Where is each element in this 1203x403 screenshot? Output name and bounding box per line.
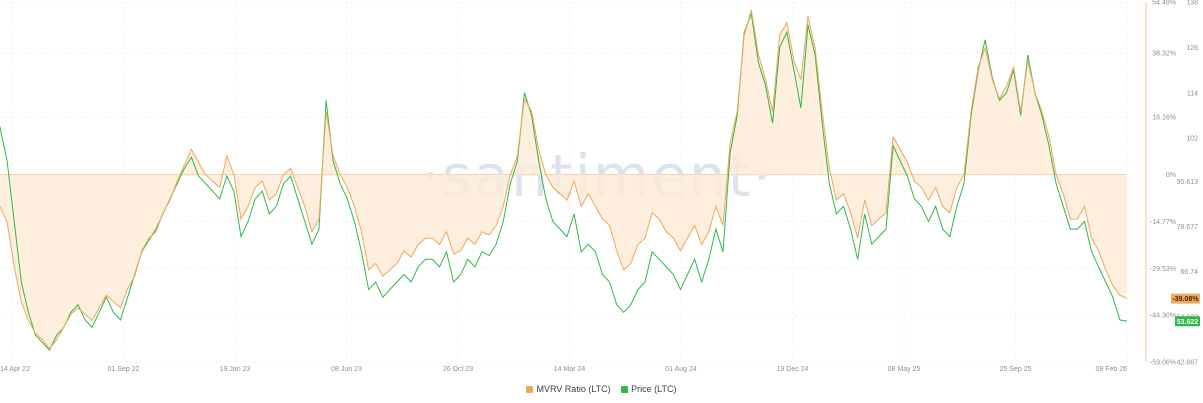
price-axis-tick: 66.74	[1180, 269, 1198, 276]
price-axis-tick: 114	[1187, 90, 1198, 97]
legend-item-price[interactable]: Price (LTC)	[621, 384, 677, 394]
mvrv-area	[0, 9, 1127, 350]
x-axis-tick: 19 Jan 23	[220, 366, 251, 373]
price-axis-tick: 78.677	[1177, 224, 1199, 231]
x-axis-tick: 01 Aug 24	[665, 366, 697, 373]
mvrv-axis-tick: 54.48%	[1152, 0, 1176, 7]
mvrv-last-badge	[1171, 293, 1200, 304]
x-axis-tick: 14 Apr 22	[0, 366, 30, 373]
price-last-badge	[1175, 316, 1200, 327]
mvrv-axis-tick: -59.06%	[1150, 360, 1176, 367]
badge-layer: -39.08% 53.622	[1171, 293, 1200, 327]
x-axis-tick: 14 Mar 24	[554, 366, 586, 373]
x-axis-tick: 09 Feb 26	[1095, 366, 1127, 373]
series-layer	[0, 9, 1128, 351]
legend-swatch-price	[621, 385, 629, 393]
mvrv-axis-tick: -29.53%	[1150, 266, 1176, 273]
x-axis-tick: 26 Oct 23	[443, 366, 473, 373]
mvrv-axis-tick: 18.16%	[1152, 115, 1176, 122]
price-axis-tick: 138	[1186, 0, 1198, 7]
price-axis-tick: 42.867	[1177, 360, 1199, 367]
legend-item-mvrv[interactable]: MVRV Ratio (LTC)	[526, 384, 611, 394]
price-axis-tick: 90.613	[1177, 179, 1199, 186]
legend-label-mvrv: MVRV Ratio (LTC)	[536, 384, 611, 394]
x-axis-tick: 08 May 25	[888, 366, 921, 373]
mvrv-axis-tick: 0%	[1166, 172, 1176, 179]
x-axis-tick: 25 Sep 25	[1000, 366, 1032, 373]
mvrv-axis-tick: -14.77%	[1150, 219, 1176, 226]
price-line	[0, 13, 1128, 351]
axis-layer: 54.48% 38.32% 18.16% 0% -14.77% -29.53% -44.30…	[0, 0, 1198, 373]
mvrv-last-label: -39.08%	[1172, 296, 1199, 303]
mvrv-fill-layer	[0, 9, 1127, 350]
price-axis-tick: 102	[1186, 136, 1198, 143]
legend-swatch-mvrv	[526, 385, 534, 393]
legend: MVRV Ratio (LTC) Price (LTC)	[0, 384, 1203, 395]
price-axis-tick: 126	[1186, 45, 1198, 52]
mvrv-axis-tick: 38.32%	[1152, 51, 1176, 58]
mvrv-line	[0, 9, 1128, 350]
x-axis-tick: 01 Sep 22	[108, 366, 140, 373]
legend-label-price: Price (LTC)	[631, 384, 677, 394]
x-axis-tick: 08 Jun 23	[331, 366, 362, 373]
x-axis-tick: 19 Dec 24	[777, 366, 809, 373]
mvrv-axis-tick: -44.30%	[1150, 313, 1176, 320]
price-last-label: 53.622	[1177, 319, 1199, 326]
